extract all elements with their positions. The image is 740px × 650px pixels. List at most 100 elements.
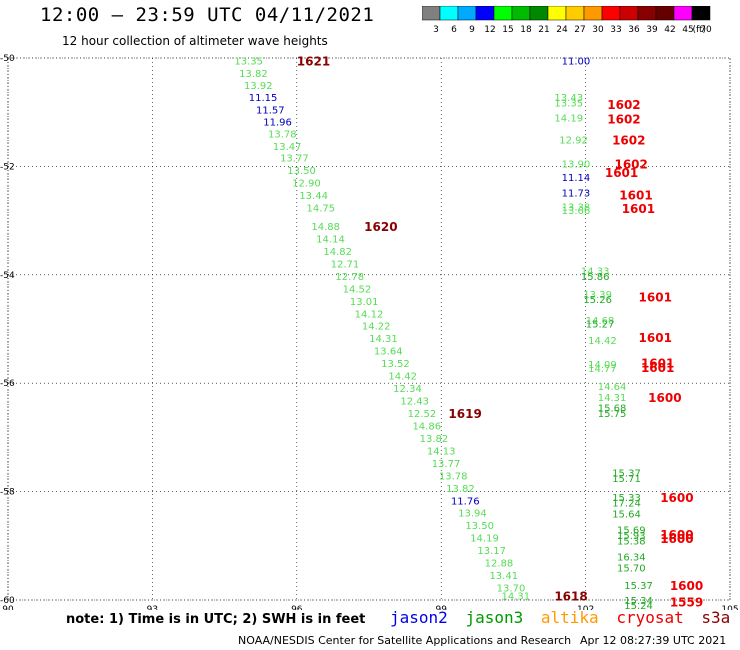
time-label: 1600	[648, 391, 681, 405]
satellite-legend: jason2 jason3 altika cryosat s3a	[390, 608, 738, 627]
scale-label: 39	[646, 25, 658, 34]
wave-height-point: 13.35	[234, 57, 263, 68]
scale-label: 45	[682, 25, 693, 34]
wave-height-point: 14.22	[362, 322, 391, 333]
time-label: 1602	[607, 98, 640, 112]
wave-height-point: 14.82	[323, 247, 352, 258]
y-tick-label: -56	[0, 379, 15, 389]
wave-height-point: 13.01	[350, 297, 379, 308]
wave-height-point: 11.15	[249, 93, 278, 104]
wave-height-point: 11.73	[562, 188, 591, 199]
time-label: 1602	[612, 133, 645, 147]
wave-height-point: 13.92	[244, 81, 273, 92]
time-label: 1601	[605, 166, 638, 180]
scale-label: 15	[502, 25, 513, 34]
scale-label: 24	[556, 25, 568, 34]
wave-height-point: 11.76	[451, 496, 480, 507]
wave-height-point: 14.52	[343, 284, 372, 295]
wave-height-point: 11.57	[256, 105, 285, 116]
time-label: 1602	[614, 158, 647, 172]
wave-height-point: 15.69	[617, 526, 646, 537]
wave-height-point: 14.86	[412, 421, 441, 432]
wave-height-point: 14.88	[311, 222, 340, 233]
x-tick-label: 102	[577, 605, 594, 610]
wave-height-point: 13.77	[280, 154, 309, 165]
wave-height-point: 14.42	[388, 372, 417, 383]
credit-text: NOAA/NESDIS Center for Satellite Applica…	[238, 634, 572, 647]
wave-height-point: 14.31	[369, 334, 398, 345]
wave-height-point: 14.19	[554, 114, 583, 125]
wave-height-point: 12.43	[400, 397, 429, 408]
wave-height-point: 17.24	[612, 498, 641, 509]
wave-height-point: 13.50	[465, 521, 494, 532]
wave-height-point: 16.34	[617, 553, 646, 564]
wave-height-point: 14.64	[598, 382, 627, 393]
scale-swatch	[691, 6, 711, 21]
wave-height-point: 13.52	[381, 359, 410, 370]
wave-height-point: 13.78	[439, 471, 468, 482]
wave-height-point: 15.68	[598, 404, 627, 415]
wave-height-point: 15.37	[624, 581, 653, 592]
wave-height-point: 12.71	[331, 259, 360, 270]
wave-height-point: 13.78	[268, 129, 297, 140]
scale-label: 12	[484, 25, 495, 34]
wave-height-point: 13.82	[239, 69, 268, 80]
wave-height-point: 14.13	[427, 446, 456, 457]
time-label: 1601	[622, 202, 655, 216]
chart-subtitle: 12 hour collection of altimeter wave hei…	[62, 34, 328, 48]
legend-jason2: jason2	[390, 608, 448, 627]
wave-height-point: 12.92	[559, 135, 588, 146]
x-tick-label: 99	[435, 605, 447, 610]
time-label: 1601	[641, 357, 674, 371]
wave-height-point: 13.94	[458, 509, 487, 520]
wave-height-point: 15.86	[581, 272, 610, 283]
scale-label: 42	[664, 25, 675, 34]
wave-height-point: 14.77	[588, 364, 617, 375]
time-label: 1602	[607, 113, 640, 127]
wave-height-point: 13.70	[497, 584, 526, 595]
wave-height-point: 14.75	[307, 204, 336, 215]
chart-title: 12:00 — 23:59 UTC 04/11/2021	[40, 4, 375, 26]
wave-height-point: 12.88	[485, 559, 514, 570]
wave-height-point: 13.47	[273, 142, 302, 153]
x-tick-label: 90	[2, 605, 14, 610]
wave-height-point: 13.35	[554, 98, 583, 109]
wave-height-point: 15.70	[617, 563, 646, 574]
wave-height-point: 12.52	[408, 409, 437, 420]
wave-height-point: 14.31	[501, 592, 530, 603]
legend-altika: altika	[540, 608, 599, 627]
scale-unit: (ft)	[692, 25, 706, 34]
wave-height-point: 14.12	[355, 309, 384, 320]
wave-height-point: 15.34	[624, 596, 653, 607]
y-tick-label: -52	[0, 162, 15, 172]
wave-height-point: 13.44	[299, 191, 328, 202]
legend-s3a: s3a	[701, 608, 731, 627]
wave-height-point: 13.66	[562, 206, 591, 217]
wave-height-point: 13.41	[489, 571, 518, 582]
wave-height-point: 11.00	[562, 57, 591, 68]
wave-height-point: 11.14	[562, 173, 591, 184]
time-label: 1600	[660, 532, 693, 546]
time-label: 1601	[641, 361, 674, 375]
wave-height-point: 14.42	[588, 336, 617, 347]
time-label: 1601	[639, 331, 672, 345]
y-tick-label: -58	[0, 488, 15, 498]
color-scale: 3 6 9 12 15 18 21 24 27 30 33 36 39 42 45 70(ft)	[422, 6, 712, 34]
wave-height-point: 13.43	[554, 93, 583, 104]
wave-height-point: 12.78	[335, 272, 364, 283]
wave-height-point: 13.82	[446, 484, 475, 495]
wave-height-point: 14.33	[581, 266, 610, 277]
scale-label: 9	[469, 25, 475, 34]
wave-height-point: 14.14	[316, 234, 345, 245]
y-tick-label: -50	[0, 54, 15, 64]
scale-label: 21	[538, 25, 549, 34]
wave-height-point: 13.39	[583, 290, 612, 301]
x-tick-label: 96	[291, 605, 303, 610]
legend-cryosat: cryosat	[616, 608, 684, 627]
wave-height-point: 14.68	[586, 316, 615, 327]
wave-height-point: 14.19	[470, 534, 499, 545]
time-label: 1600	[660, 528, 693, 542]
wave-height-point: 15.75	[598, 409, 627, 420]
wave-height-point: 15.27	[586, 320, 615, 331]
time-label: 1600	[660, 491, 693, 505]
